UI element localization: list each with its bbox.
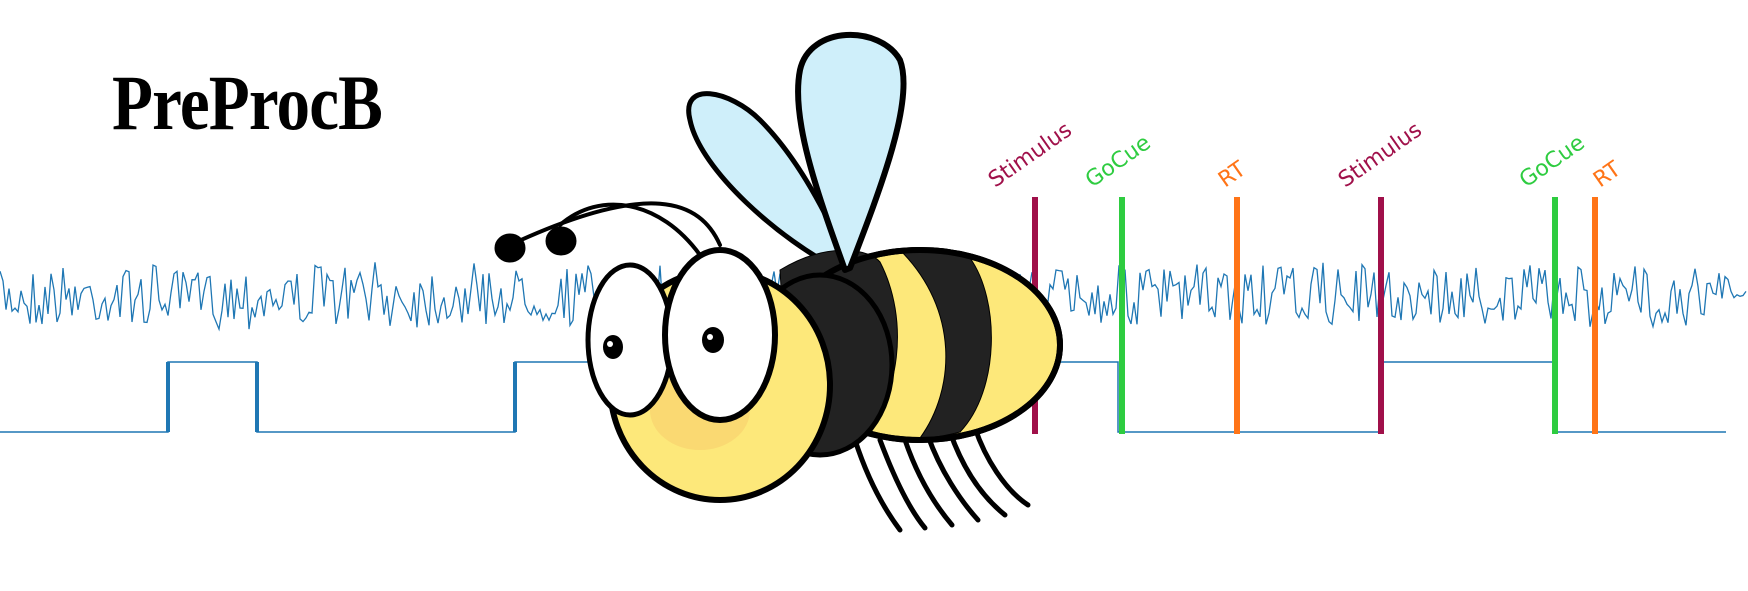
- bee-icon: [494, 31, 1063, 533]
- bee-antennae: [508, 201, 722, 257]
- bee-eye: [585, 262, 675, 418]
- event-marker-rt: RT: [1589, 157, 1626, 434]
- event-label: RT: [1214, 157, 1251, 193]
- event-marker-rt: RT: [1214, 157, 1251, 434]
- bee-wing-front: [795, 31, 907, 273]
- event-marker-stimulus: Stimulus: [1334, 118, 1427, 434]
- page-title: PreProcB: [112, 59, 383, 146]
- event-label: GoCue: [1515, 130, 1589, 193]
- bee-antenna-tip: [494, 233, 526, 263]
- event-label: GoCue: [1081, 130, 1155, 193]
- event-label: RT: [1589, 157, 1626, 193]
- event-label: Stimulus: [1334, 118, 1427, 193]
- event-trace-edges: [166, 362, 517, 432]
- bee-antenna-tip: [545, 226, 577, 256]
- event-markers: Stimulus GoCue RT Stimulus GoCue RT: [984, 118, 1626, 434]
- bee-legs: [852, 425, 1031, 533]
- event-label: Stimulus: [984, 118, 1077, 193]
